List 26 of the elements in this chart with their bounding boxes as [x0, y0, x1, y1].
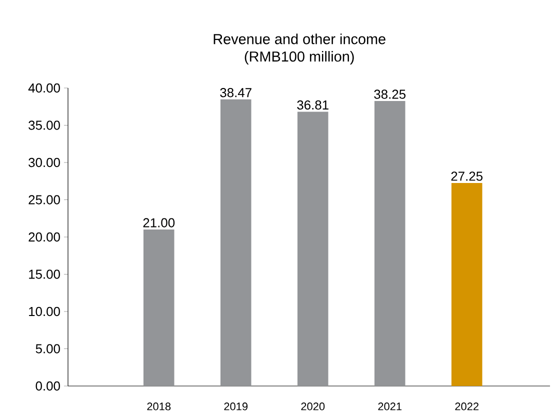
bar: [374, 101, 406, 386]
bar: [297, 112, 328, 386]
data-label: 21.00: [143, 218, 175, 228]
x-tick-label: 2022: [455, 402, 478, 410]
y-tick-label: 30.00: [28, 158, 60, 168]
y-tick-label: 0.00: [36, 381, 60, 391]
data-label: 38.47: [220, 88, 252, 98]
bar: [143, 230, 174, 386]
y-tick-label: 40.00: [28, 83, 60, 93]
x-tick-label: 2018: [147, 402, 171, 410]
y-tick-label: 10.00: [29, 306, 60, 316]
bar: [451, 182, 482, 386]
data-label: 38.25: [374, 90, 406, 99]
y-tick-label: 20.00: [28, 232, 60, 242]
chart-subtitle: (RMB100 million): [244, 51, 354, 65]
y-tick-label: 5.00: [36, 344, 60, 354]
x-tick-label: 2020: [301, 402, 325, 410]
y-tick-label: 15.00: [29, 270, 60, 279]
y-tick-label: 35.00: [28, 120, 60, 130]
bar: [220, 99, 252, 386]
x-tick-label: 2019: [224, 402, 248, 410]
chart-title: Revenue and other income: [214, 34, 386, 44]
y-tick-label: 25.00: [28, 195, 60, 204]
data-label: 36.81: [297, 100, 328, 110]
data-label: 27.25: [451, 172, 483, 181]
x-tick-label: 2021: [378, 402, 402, 410]
